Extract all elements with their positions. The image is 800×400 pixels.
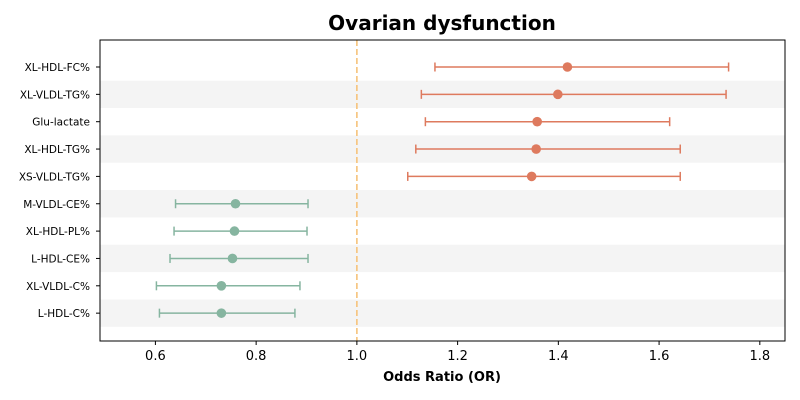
x-tick-label: 0.8 <box>246 349 267 364</box>
confidence-intervals <box>155 62 730 318</box>
x-tick-label: 1.8 <box>749 349 770 364</box>
x-tick-label: 1.4 <box>548 349 569 364</box>
or-point <box>526 171 537 182</box>
or-point <box>229 226 240 236</box>
or-point <box>216 308 227 318</box>
x-tick-label: 0.6 <box>145 349 166 364</box>
or-point <box>230 198 241 209</box>
x-tick-label: 1.0 <box>347 349 368 364</box>
x-tick-label: 1.6 <box>649 349 670 364</box>
chart-title: Ovarian dysfunction <box>328 11 556 35</box>
y-tick-label: M-VLDL-CE% <box>23 199 90 211</box>
y-tick-label: XL-HDL-FC% <box>25 62 90 74</box>
x-axis-label: Odds Ratio (OR) <box>383 370 501 385</box>
y-tick-label: XL-VLDL-C% <box>26 281 90 293</box>
x-axis-ticks: 0.6 0.8 1.0 1.2 1.4 1.6 1.8 <box>145 341 770 364</box>
plot-area-frame <box>99 39 786 342</box>
or-point <box>562 62 573 72</box>
y-tick-label: XL-HDL-PL% <box>26 226 90 238</box>
y-tick-label: Glu-lactate <box>32 117 90 129</box>
odds-ratio-points <box>216 62 573 318</box>
y-axis-ticks: XL-HDL-FC% XL-VLDL-TG% Glu-lactate XL-HDL-T… <box>19 62 100 320</box>
y-tick-label: XL-VLDL-TG% <box>20 89 90 101</box>
or-point <box>553 89 563 100</box>
y-tick-label: XL-HDL-TG% <box>24 144 90 156</box>
y-tick-label: XS-VLDL-TG% <box>19 171 90 183</box>
y-tick-label: L-HDL-CE% <box>31 253 90 265</box>
y-tick-label: L-HDL-C% <box>38 308 90 320</box>
or-point <box>216 281 227 291</box>
or-point <box>227 253 238 264</box>
or-point <box>532 116 542 127</box>
x-tick-label: 1.2 <box>447 349 468 364</box>
or-point <box>531 144 541 154</box>
